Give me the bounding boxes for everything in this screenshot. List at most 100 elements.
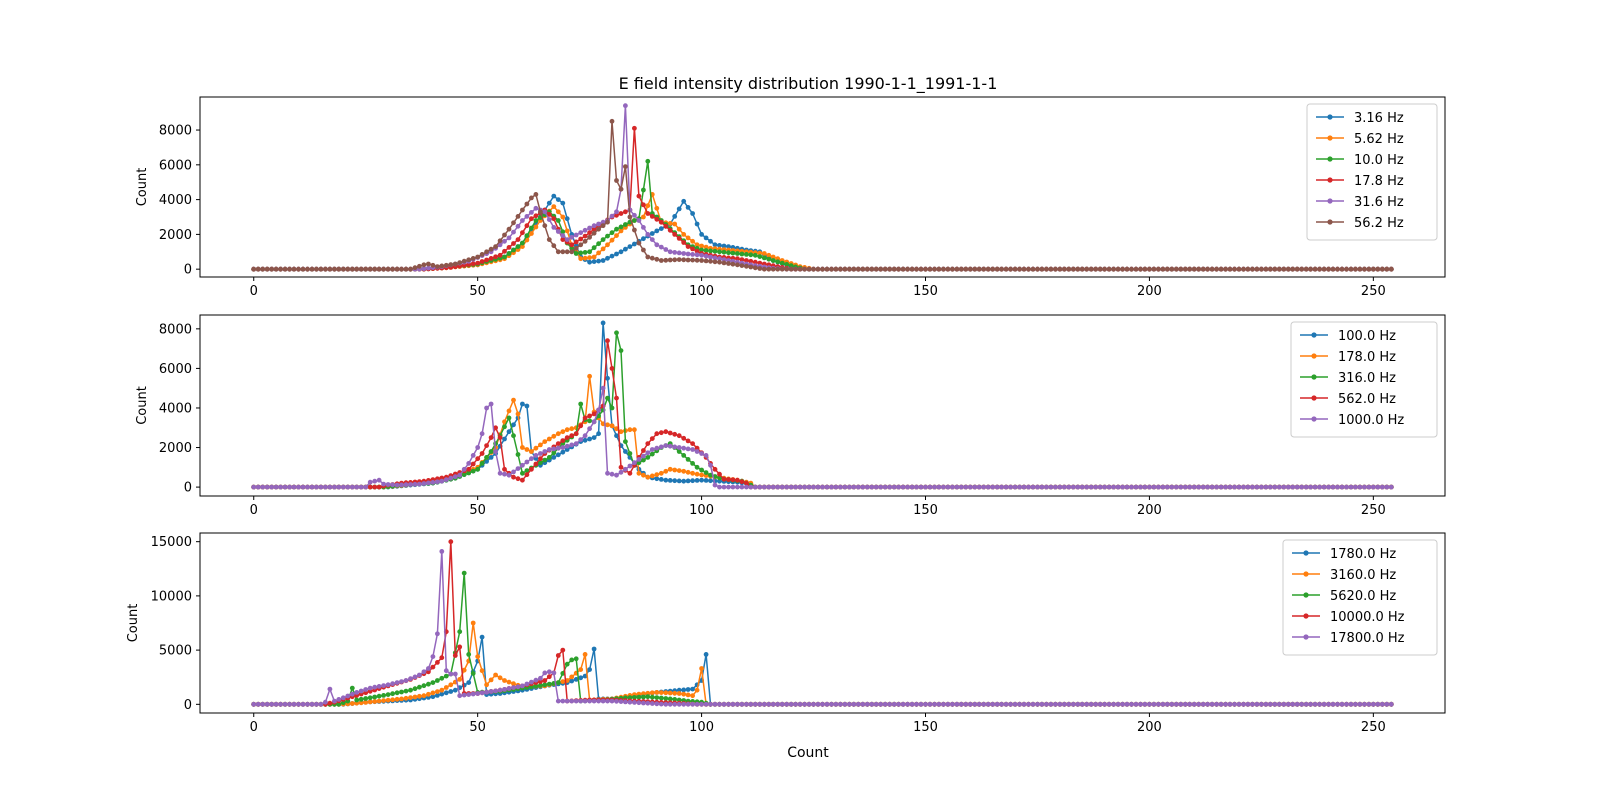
data-point xyxy=(533,224,539,230)
data-point xyxy=(1227,484,1233,490)
data-point xyxy=(757,701,763,707)
data-point xyxy=(855,484,861,490)
data-point xyxy=(654,445,660,451)
data-point xyxy=(349,484,355,490)
data-point xyxy=(1097,701,1103,707)
data-point xyxy=(273,266,279,272)
legend-label: 316.0 Hz xyxy=(1338,371,1396,386)
data-point xyxy=(520,401,525,407)
data-point xyxy=(484,249,489,255)
data-point xyxy=(573,656,579,662)
data-point xyxy=(564,447,570,452)
x-tick-label: 200 xyxy=(1137,503,1162,518)
data-point xyxy=(667,249,673,255)
legend-label: 5620.0 Hz xyxy=(1330,589,1396,604)
data-point xyxy=(1303,701,1309,707)
legend-label: 1780.0 Hz xyxy=(1330,547,1396,562)
data-point xyxy=(1330,266,1336,272)
data-point xyxy=(1057,484,1063,490)
data-point xyxy=(569,242,575,248)
data-point xyxy=(806,484,812,490)
data-point xyxy=(663,468,669,474)
data-point xyxy=(614,472,619,478)
data-point xyxy=(309,701,315,707)
data-point xyxy=(421,683,427,689)
data-point xyxy=(376,484,382,490)
y-tick-label: 0 xyxy=(184,481,192,496)
data-point xyxy=(1178,484,1184,490)
data-point xyxy=(1066,484,1072,490)
data-point xyxy=(829,701,834,707)
data-point xyxy=(564,228,570,234)
data-point xyxy=(555,229,561,234)
data-point xyxy=(314,701,319,707)
data-point xyxy=(578,242,584,248)
data-point xyxy=(578,230,584,236)
data-point xyxy=(426,691,431,697)
data-point xyxy=(1375,701,1381,707)
data-point xyxy=(649,694,655,700)
x-tick-label: 150 xyxy=(913,284,938,299)
data-point xyxy=(618,348,624,353)
data-point xyxy=(1093,701,1099,707)
data-point xyxy=(1205,266,1210,272)
data-point xyxy=(685,244,691,250)
data-point xyxy=(1008,266,1013,272)
data-point xyxy=(658,430,664,436)
data-point xyxy=(475,466,481,472)
data-point xyxy=(623,103,628,109)
data-point xyxy=(654,472,660,477)
data-point xyxy=(582,250,588,255)
data-point xyxy=(533,445,539,451)
data-point xyxy=(860,266,866,272)
data-point xyxy=(529,225,534,231)
data-point xyxy=(766,256,772,262)
data-point xyxy=(412,265,418,271)
data-point xyxy=(1160,484,1166,490)
data-point xyxy=(1151,266,1157,272)
data-point xyxy=(1263,701,1269,707)
data-point xyxy=(457,472,463,478)
data-point xyxy=(1057,701,1063,707)
data-point xyxy=(770,701,776,707)
data-point xyxy=(1379,701,1385,707)
data-point xyxy=(529,231,534,236)
data-point xyxy=(945,266,951,272)
data-point xyxy=(1362,484,1367,490)
series-17800-0-hz xyxy=(251,549,1394,707)
data-point xyxy=(712,255,718,261)
data-point xyxy=(690,478,695,484)
data-point xyxy=(551,433,557,439)
data-point xyxy=(963,266,969,272)
data-point xyxy=(524,681,530,687)
data-point xyxy=(1017,266,1022,272)
data-point xyxy=(793,701,798,707)
data-point xyxy=(1035,484,1040,490)
data-point xyxy=(654,690,660,695)
data-point xyxy=(367,699,373,705)
data-point xyxy=(784,262,790,267)
data-point xyxy=(694,471,700,477)
data-point xyxy=(385,482,391,487)
data-point xyxy=(752,252,758,258)
data-point xyxy=(426,681,431,687)
data-point xyxy=(560,214,566,220)
data-point xyxy=(408,482,413,487)
data-point xyxy=(340,695,346,701)
data-point xyxy=(1129,484,1134,490)
data-point xyxy=(385,682,391,688)
data-point xyxy=(994,484,1000,490)
data-point xyxy=(1084,701,1090,707)
data-point xyxy=(394,680,400,685)
data-point xyxy=(524,447,530,452)
data-point xyxy=(278,266,283,272)
data-point xyxy=(421,669,427,675)
data-point xyxy=(681,701,687,707)
data-point xyxy=(448,539,454,545)
data-point xyxy=(761,255,767,261)
data-point xyxy=(869,701,875,707)
data-point xyxy=(1308,701,1313,707)
data-point xyxy=(1317,484,1322,490)
data-point xyxy=(1362,701,1367,707)
data-point xyxy=(699,467,704,473)
